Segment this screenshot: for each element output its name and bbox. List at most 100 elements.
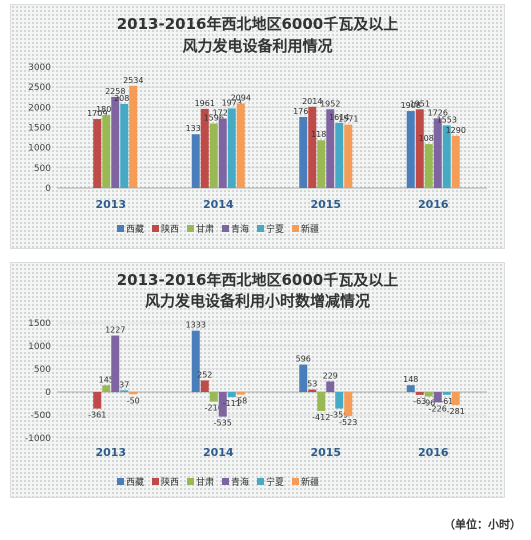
- bar: [344, 124, 353, 188]
- data-label: 37: [119, 380, 129, 389]
- data-label: 2084: [114, 94, 134, 103]
- bar: [236, 103, 245, 188]
- data-label: 2534: [123, 76, 143, 85]
- bar: [120, 390, 129, 392]
- data-label: 1908: [401, 101, 421, 110]
- bar: [317, 392, 326, 411]
- bar: [209, 392, 218, 402]
- chart-panel-utilization: 2013-2016年西北地区6000千瓦及以上 风力发电设备利用情况 0 500 1…: [10, 4, 505, 249]
- category-label: 2013: [95, 198, 126, 211]
- data-label: 1952: [320, 99, 340, 108]
- bar: [424, 392, 433, 397]
- data-label: 1973: [222, 98, 242, 107]
- bar: [344, 392, 353, 417]
- legend-swatch: [222, 225, 229, 232]
- bar: [129, 85, 138, 188]
- legend-label: 西藏: [126, 476, 144, 488]
- legend-label: 青海: [231, 476, 249, 488]
- bar: [308, 106, 317, 188]
- bar: [111, 96, 120, 188]
- chart-panel-change: 2013-2016年西北地区6000千瓦及以上 风力发电设备利用小时数增减情况 …: [10, 262, 505, 498]
- y-tick-label: 0: [45, 184, 51, 194]
- bar: [335, 122, 344, 188]
- bar: [93, 119, 102, 188]
- data-label: 1726: [428, 108, 448, 117]
- y-tick-label: 3000: [28, 63, 51, 73]
- legend-label: 甘肃: [196, 476, 214, 488]
- data-label: -96: [422, 398, 435, 407]
- data-label: -535: [214, 419, 232, 428]
- legend-label: 宁夏: [266, 223, 284, 235]
- data-label: 1961: [195, 99, 215, 108]
- data-label: 148: [403, 375, 418, 384]
- y-tick-label: -1000: [25, 434, 51, 444]
- data-label: 1760: [293, 107, 313, 116]
- y-tick-label: 2000: [28, 103, 51, 113]
- legend-swatch: [117, 225, 124, 232]
- legend-swatch: [222, 478, 229, 485]
- data-label: 1806: [96, 105, 116, 114]
- legend-swatch: [257, 478, 264, 485]
- bar: [451, 135, 460, 188]
- category-label: 2014: [203, 198, 234, 211]
- data-label: 1571: [338, 115, 358, 124]
- bar: [227, 392, 236, 398]
- data-label: 1553: [437, 115, 457, 124]
- category-label: 2013: [95, 446, 126, 459]
- data-label: -523: [339, 418, 357, 427]
- bar: [191, 330, 200, 392]
- bar: [299, 364, 308, 392]
- bar: [406, 111, 415, 188]
- bar: [335, 392, 344, 409]
- chart-title-line-2: 风力发电设备利用小时数增减情况: [144, 292, 370, 310]
- bar: [317, 140, 326, 188]
- category-label: 2015: [310, 198, 341, 211]
- legend-swatch: [257, 225, 264, 232]
- data-label: 2094: [231, 94, 251, 103]
- bar: [308, 389, 317, 392]
- legend-label: 宁夏: [266, 476, 284, 488]
- bar: [451, 392, 460, 405]
- y-tick-label: 1500: [28, 319, 51, 329]
- bar: [209, 123, 218, 188]
- chart-title-line-2: 风力发电设备利用情况: [182, 37, 333, 55]
- chart-title-line-1: 2013-2016年西北地区6000千瓦及以上: [116, 15, 399, 33]
- y-tick-label: 500: [34, 365, 51, 375]
- bar: [191, 134, 200, 188]
- data-label: 145: [99, 375, 114, 384]
- category-label: 2015: [310, 446, 341, 459]
- legend-label: 青海: [231, 223, 249, 235]
- legend-swatch: [152, 225, 159, 232]
- legend-label: 西藏: [126, 223, 144, 235]
- bar: [433, 392, 442, 403]
- y-tick-label: 2500: [28, 83, 51, 93]
- data-label: -281: [447, 407, 465, 416]
- legend-swatch: [152, 478, 159, 485]
- bar: [326, 381, 335, 392]
- data-label: 2258: [105, 87, 125, 96]
- bar: [218, 118, 227, 188]
- data-label: -111: [223, 399, 241, 408]
- bar: [415, 109, 424, 188]
- bar: [415, 392, 424, 395]
- y-tick-label: 1500: [28, 124, 51, 134]
- legend-swatch: [117, 478, 124, 485]
- data-label: 252: [197, 370, 212, 379]
- data-label: 1184: [311, 130, 331, 139]
- bar: [93, 392, 102, 409]
- data-label: 53: [307, 380, 317, 389]
- category-label: 2016: [418, 198, 449, 211]
- bar: [218, 392, 227, 417]
- legend-label: 陕西: [161, 223, 179, 235]
- data-label: 2014: [302, 97, 322, 106]
- data-label: 1333: [186, 124, 206, 133]
- chart-title-line-1: 2013-2016年西北地区6000千瓦及以上: [116, 271, 399, 289]
- data-label: 229: [323, 371, 338, 380]
- bar: [442, 392, 451, 395]
- data-label: 1614: [329, 113, 349, 122]
- data-label: -61: [440, 397, 453, 406]
- data-label: 1596: [204, 114, 224, 123]
- bar: [442, 125, 451, 188]
- data-label: -359: [330, 411, 348, 420]
